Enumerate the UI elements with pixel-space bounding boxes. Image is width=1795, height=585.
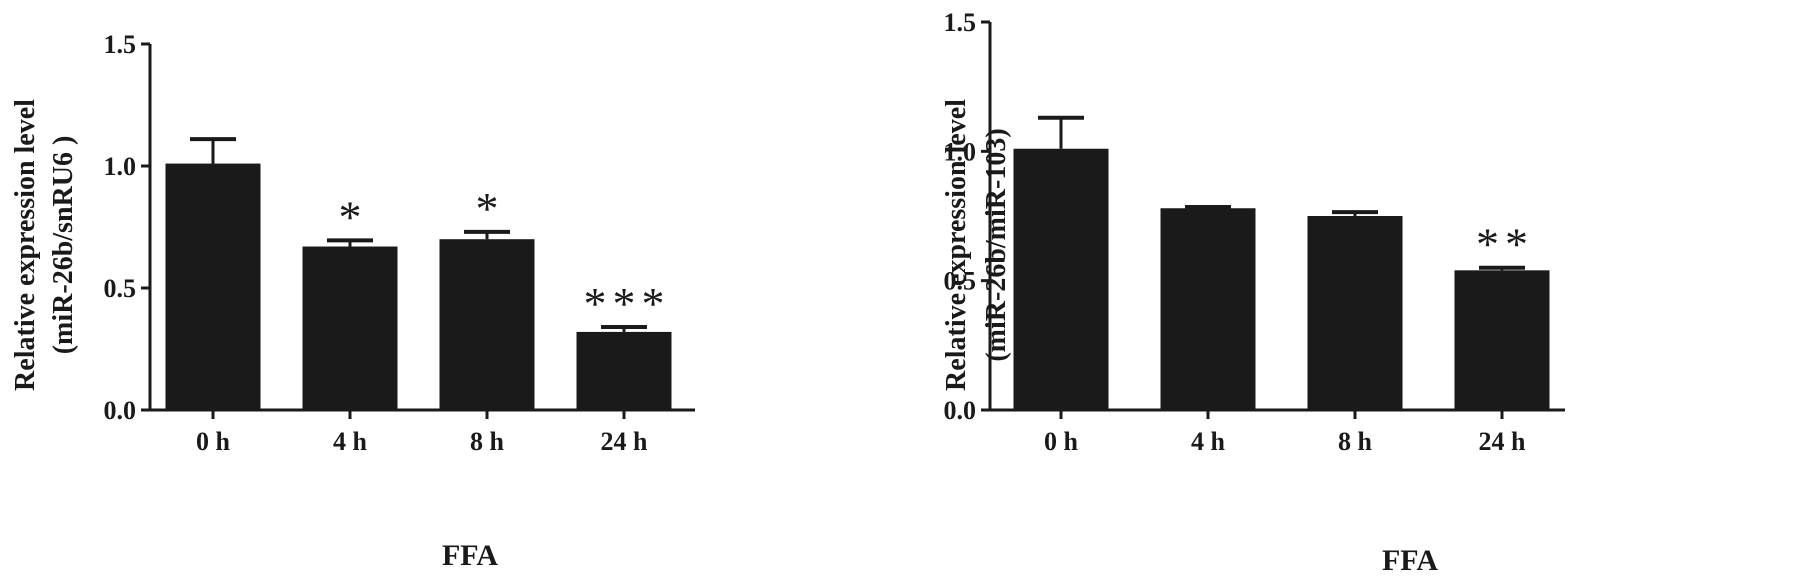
chart-2-category-label: 0 h	[1044, 427, 1079, 456]
chart-2-plot-area: 0.0 0.5 1.0 1.5 0 h 4 h 8 h 24 h **	[944, 8, 1565, 456]
chart-1-category-label: 24 h	[601, 427, 649, 456]
chart-2-ylabel-line-2: (miR-26b/miR-103)	[981, 128, 1012, 361]
chart-2-bar	[1307, 216, 1403, 410]
chart-1-y-tick-label: 1.0	[104, 152, 137, 181]
chart-2-y-tick-label: 1.0	[944, 137, 977, 166]
chart-1-bar	[165, 163, 261, 410]
chart-1-category-label: 8 h	[470, 427, 505, 456]
chart-2-xlabel: FFA	[1382, 544, 1438, 577]
chart-1-xlabel: FFA	[442, 539, 498, 572]
chart-1-plot-area: 0.0 0.5 1.0 1.5 0 h 4 h * 8 h * 24 h ***	[104, 30, 695, 456]
chart-2: Relative expression level (miR-26b/miR-1…	[941, 8, 1565, 577]
chart-1-y-tick-label: 1.5	[104, 30, 137, 59]
chart-1-ylabel-line-2: (miR-26b/snRU6 )	[48, 136, 79, 355]
chart-1-bar	[302, 246, 398, 410]
chart-1-category-label: 0 h	[196, 427, 231, 456]
chart-2-category-label: 24 h	[1479, 427, 1527, 456]
chart-2-significance-marker: **	[1476, 219, 1534, 270]
chart-2-bar	[1160, 208, 1256, 410]
chart-1: Relative expression level (miR-26b/snRU6…	[10, 30, 695, 572]
chart-1-y-tick-label: 0.5	[104, 274, 137, 303]
chart-2-category-label: 4 h	[1191, 427, 1226, 456]
chart-2-ylabel-line-1: Relative expression level	[941, 99, 972, 391]
chart-2-y-tick-label: 1.5	[944, 8, 977, 37]
chart-2-y-tick-label: 0.5	[944, 267, 977, 296]
chart-1-bar	[439, 239, 535, 410]
chart-1-significance-marker: ***	[584, 278, 671, 329]
chart-2-bar	[1454, 270, 1550, 410]
chart-1-bar	[576, 331, 672, 410]
chart-1-ylabel-line-1: Relative expression level	[10, 99, 41, 391]
chart-1-y-tick-label: 0.0	[104, 396, 137, 425]
chart-2-y-tick-label: 0.0	[944, 396, 977, 425]
chart-2-bar	[1013, 148, 1109, 410]
chart-1-significance-marker: *	[476, 183, 505, 234]
chart-1-category-label: 4 h	[333, 427, 368, 456]
chart-1-significance-marker: *	[339, 191, 368, 242]
chart-2-category-label: 8 h	[1338, 427, 1373, 456]
